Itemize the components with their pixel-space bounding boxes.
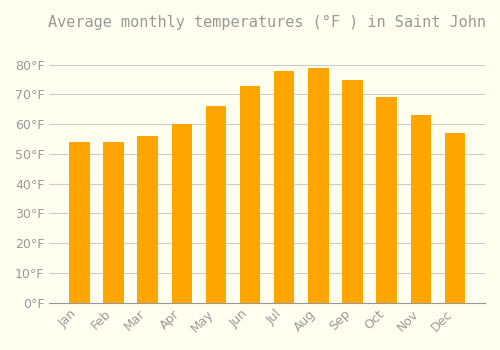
Bar [172,124,192,303]
Bar [240,85,260,303]
Bar [69,142,89,303]
Bar [342,79,363,303]
Bar [104,142,124,303]
Bar [444,133,465,303]
Bar [410,115,431,303]
Bar [274,71,294,303]
Bar [308,68,328,303]
Bar [138,136,158,303]
Title: Average monthly temperatures (°F ) in Saint John: Average monthly temperatures (°F ) in Sa… [48,15,486,30]
Bar [376,97,397,303]
Bar [206,106,226,303]
